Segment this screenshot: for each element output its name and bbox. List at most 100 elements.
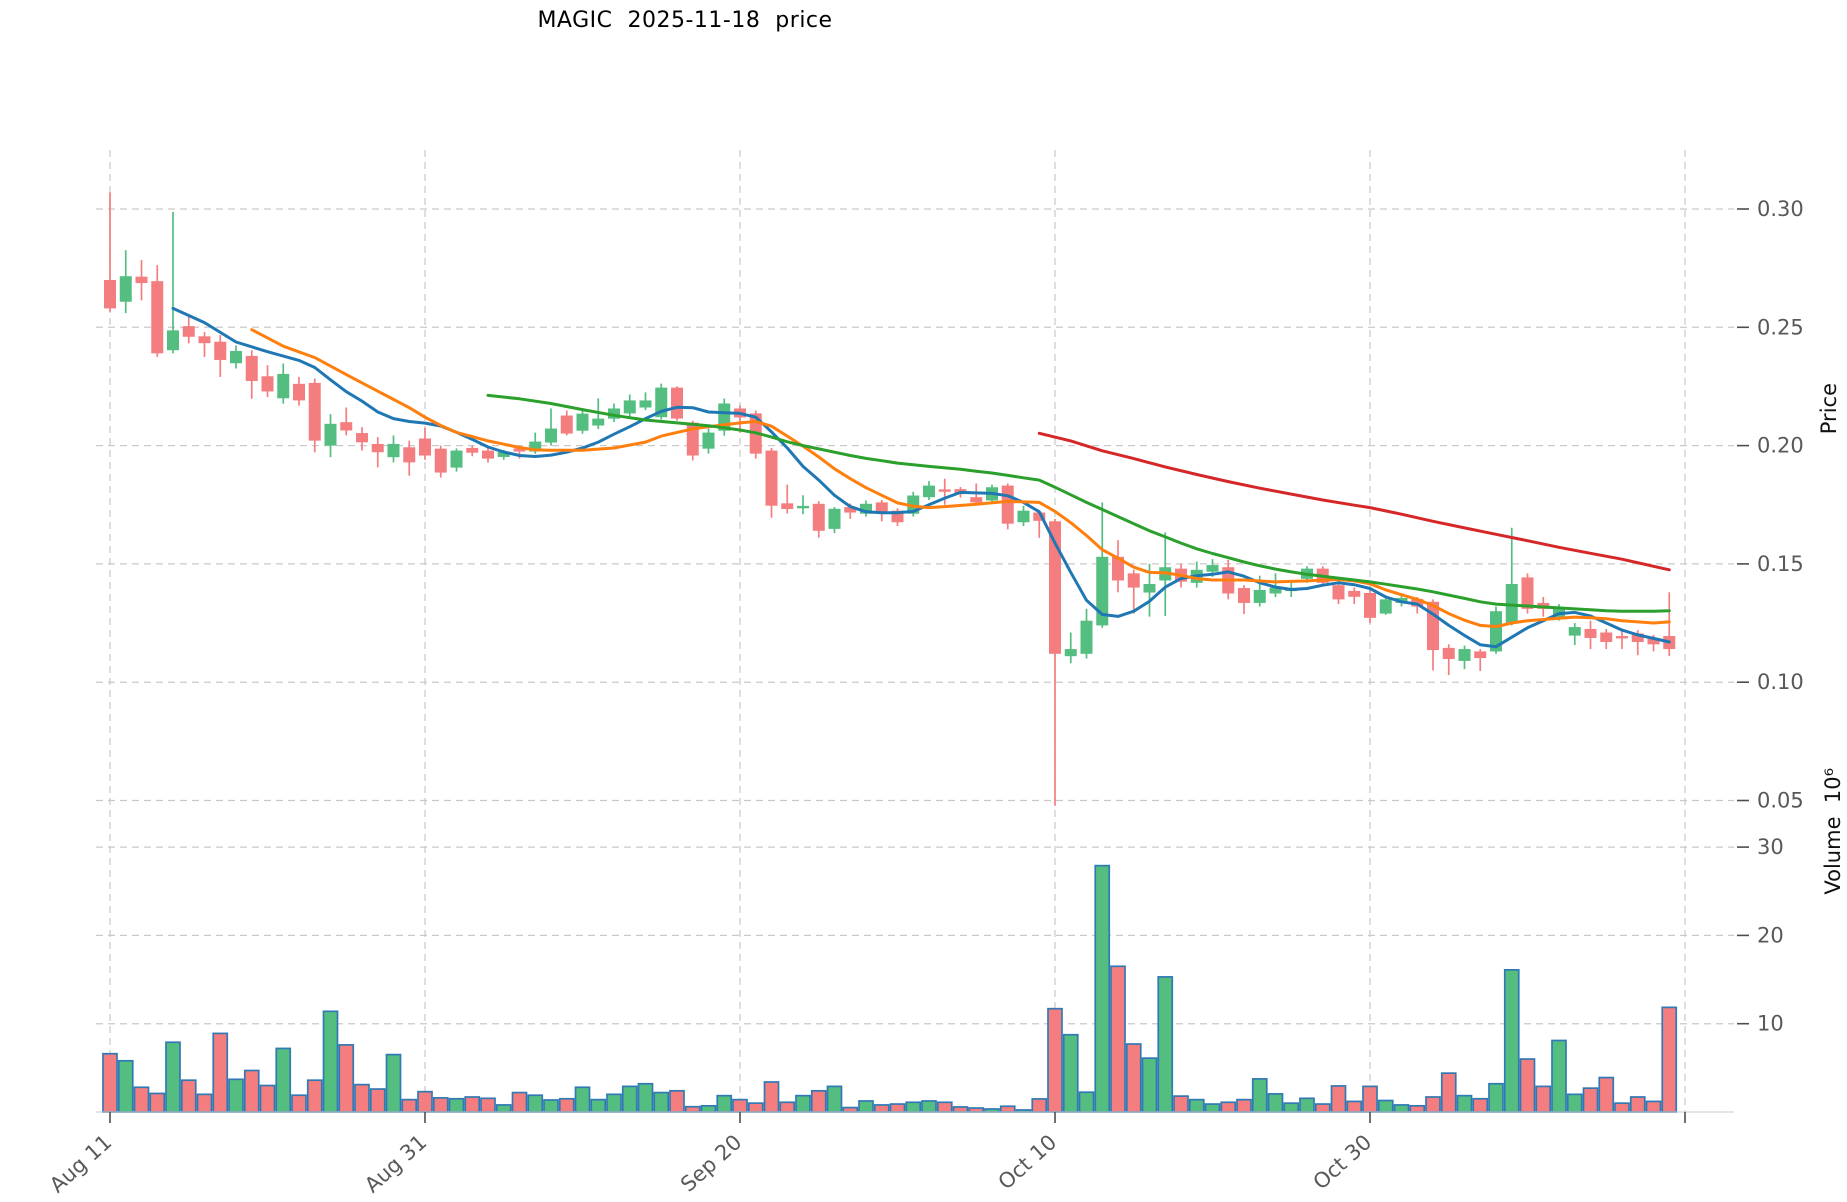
volume-bar [1094, 864, 1111, 1113]
volume-bar [1188, 1098, 1205, 1113]
candle [1238, 585, 1250, 615]
volume-bar [779, 1101, 796, 1113]
volume-bar [810, 1089, 827, 1113]
candle [1112, 540, 1124, 593]
candle-body [781, 503, 794, 510]
candle [1505, 527, 1518, 626]
volume-bar [401, 1098, 418, 1113]
candle-body [938, 489, 951, 492]
candle-body [119, 276, 132, 302]
candle-body [419, 438, 431, 456]
ma-line-sma60 [1037, 431, 1671, 572]
volume-bar [889, 1103, 906, 1113]
candle-body [1253, 589, 1266, 603]
candle-body [198, 336, 211, 344]
volume-bar [637, 1082, 654, 1113]
candle [198, 332, 211, 357]
candle-body [1127, 573, 1140, 588]
candle-body [434, 448, 447, 473]
price-tick-label: 0.15 [1757, 552, 1804, 576]
volume-tick-label: 10 [1757, 1012, 1784, 1036]
candle [1663, 592, 1676, 657]
volume-bar [590, 1098, 607, 1113]
volume-bar [1645, 1100, 1662, 1113]
candle-body [1017, 510, 1030, 523]
candle-body [135, 276, 148, 284]
volume-bar [952, 1106, 969, 1113]
price-tick-label: 0.05 [1757, 789, 1804, 813]
candle-body [592, 418, 605, 426]
candle [1379, 597, 1392, 615]
candle [293, 376, 305, 406]
volume-bar [1377, 1099, 1394, 1113]
volume-bar [558, 1097, 575, 1113]
candle [151, 265, 164, 357]
candle [419, 427, 431, 460]
volume-bar [621, 1085, 638, 1113]
candle [324, 414, 337, 458]
candle-body [891, 510, 904, 523]
volume-bar [1551, 1039, 1567, 1113]
candle-body [545, 428, 557, 443]
candle-body [844, 507, 857, 513]
volume-bar [716, 1094, 733, 1113]
candle-body [702, 432, 715, 449]
candle-body [1112, 556, 1124, 581]
volume-bar [1125, 1043, 1142, 1113]
candle-body [230, 350, 242, 364]
candle [671, 386, 683, 421]
candle-body [1206, 565, 1219, 572]
candle-body [797, 505, 809, 509]
volume-bar [905, 1101, 922, 1113]
candle-body [765, 450, 778, 506]
volume-bar [1110, 965, 1126, 1113]
volume-bar [1598, 1076, 1615, 1113]
volume-bar [1330, 1085, 1347, 1113]
volume-bar [1141, 1057, 1158, 1113]
volume-bar [826, 1085, 843, 1113]
candle [277, 363, 290, 404]
volume-bar [999, 1105, 1016, 1113]
candle [182, 316, 195, 344]
volume-bar [432, 1097, 449, 1113]
ma-line-sma5 [171, 306, 1671, 649]
volume-bar [858, 1100, 874, 1113]
candle [104, 192, 116, 312]
candle [1127, 569, 1140, 614]
candle [860, 500, 872, 517]
gridlines [96, 150, 1734, 1112]
candle-body [671, 387, 683, 419]
volume-bar [1503, 968, 1520, 1113]
volume-bar [385, 1053, 402, 1113]
candle-body [151, 281, 164, 354]
candle-body [1001, 485, 1014, 524]
volume-bar [795, 1094, 811, 1113]
volume-bar [306, 1079, 323, 1113]
candle [938, 478, 951, 505]
candle-body [875, 502, 888, 513]
volume-bar [275, 1047, 292, 1113]
candle [1364, 589, 1376, 624]
volume-bar [448, 1097, 465, 1113]
volume-bar [259, 1084, 276, 1113]
volume-bar [1346, 1100, 1363, 1113]
volume-bar [1173, 1095, 1189, 1113]
candle-body [104, 279, 116, 309]
candle [1080, 608, 1093, 659]
candle-body [1332, 585, 1345, 600]
candle [1033, 510, 1046, 538]
candle-body [1647, 637, 1660, 645]
volume-bar [1409, 1104, 1426, 1113]
candle [576, 410, 589, 434]
candle [403, 440, 416, 476]
candle [686, 420, 699, 461]
candle-body [639, 400, 652, 408]
volume-bar [873, 1104, 890, 1113]
volume-bar [1283, 1102, 1300, 1113]
candle-body [1584, 628, 1597, 638]
volume-bar [1062, 1033, 1079, 1113]
volume-bar [543, 1099, 559, 1113]
volume-bar [1535, 1085, 1552, 1113]
candle [1064, 632, 1077, 664]
